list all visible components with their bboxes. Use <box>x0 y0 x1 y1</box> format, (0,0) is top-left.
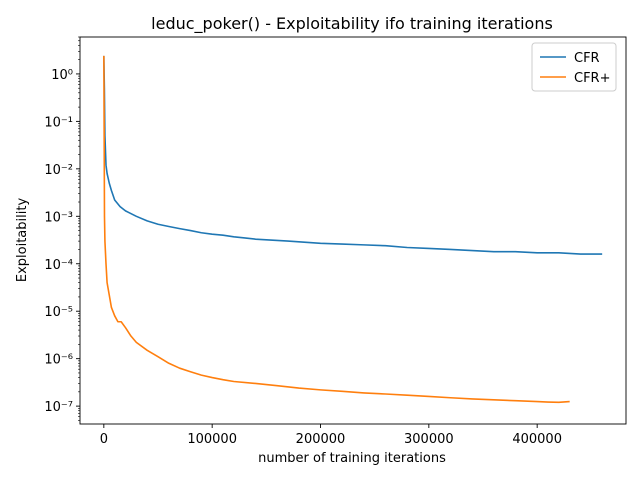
y-tick-label: 10⁻³ <box>44 210 73 225</box>
y-tick-label: 10⁻⁵ <box>44 305 73 320</box>
plot-area <box>79 36 627 425</box>
x-tick-label: 200000 <box>296 432 346 447</box>
series-line-cfr-plus <box>103 55 570 404</box>
y-tick-label: 10⁰ <box>51 68 73 83</box>
chart-title: leduc_poker() - Exploitability ifo train… <box>151 14 553 34</box>
plot-frame <box>79 36 627 425</box>
x-tick-label: 0 <box>100 432 108 447</box>
x-tick-label: 400000 <box>512 432 562 447</box>
y-tick-label: 10⁻⁴ <box>44 258 73 273</box>
y-tick-label: 10⁻⁶ <box>44 353 73 368</box>
y-tick-label: 10⁻⁷ <box>44 400 73 415</box>
legend-label-cfr: CFR <box>574 51 600 66</box>
y-tick-label: 10⁻² <box>44 163 73 178</box>
x-tick-label: 300000 <box>404 432 454 447</box>
y-tick-label: 10⁻¹ <box>44 115 73 130</box>
x-axis: 0 100000 200000 300000 400000 <box>100 424 562 447</box>
legend-box <box>531 42 617 92</box>
x-tick-label: 100000 <box>187 432 237 447</box>
y-axis-label: Exploitability <box>15 198 30 283</box>
y-axis: 10⁻⁷ 10⁻⁶ 10⁻⁵ 10⁻⁴ 10⁻³ 10⁻² 10⁻¹ 10⁰ <box>44 36 80 421</box>
legend-label-cfr-plus: CFR+ <box>574 71 610 86</box>
x-axis-label: number of training iterations <box>258 451 446 466</box>
legend: CFR CFR+ <box>531 42 617 92</box>
series-line-cfr <box>103 55 603 255</box>
